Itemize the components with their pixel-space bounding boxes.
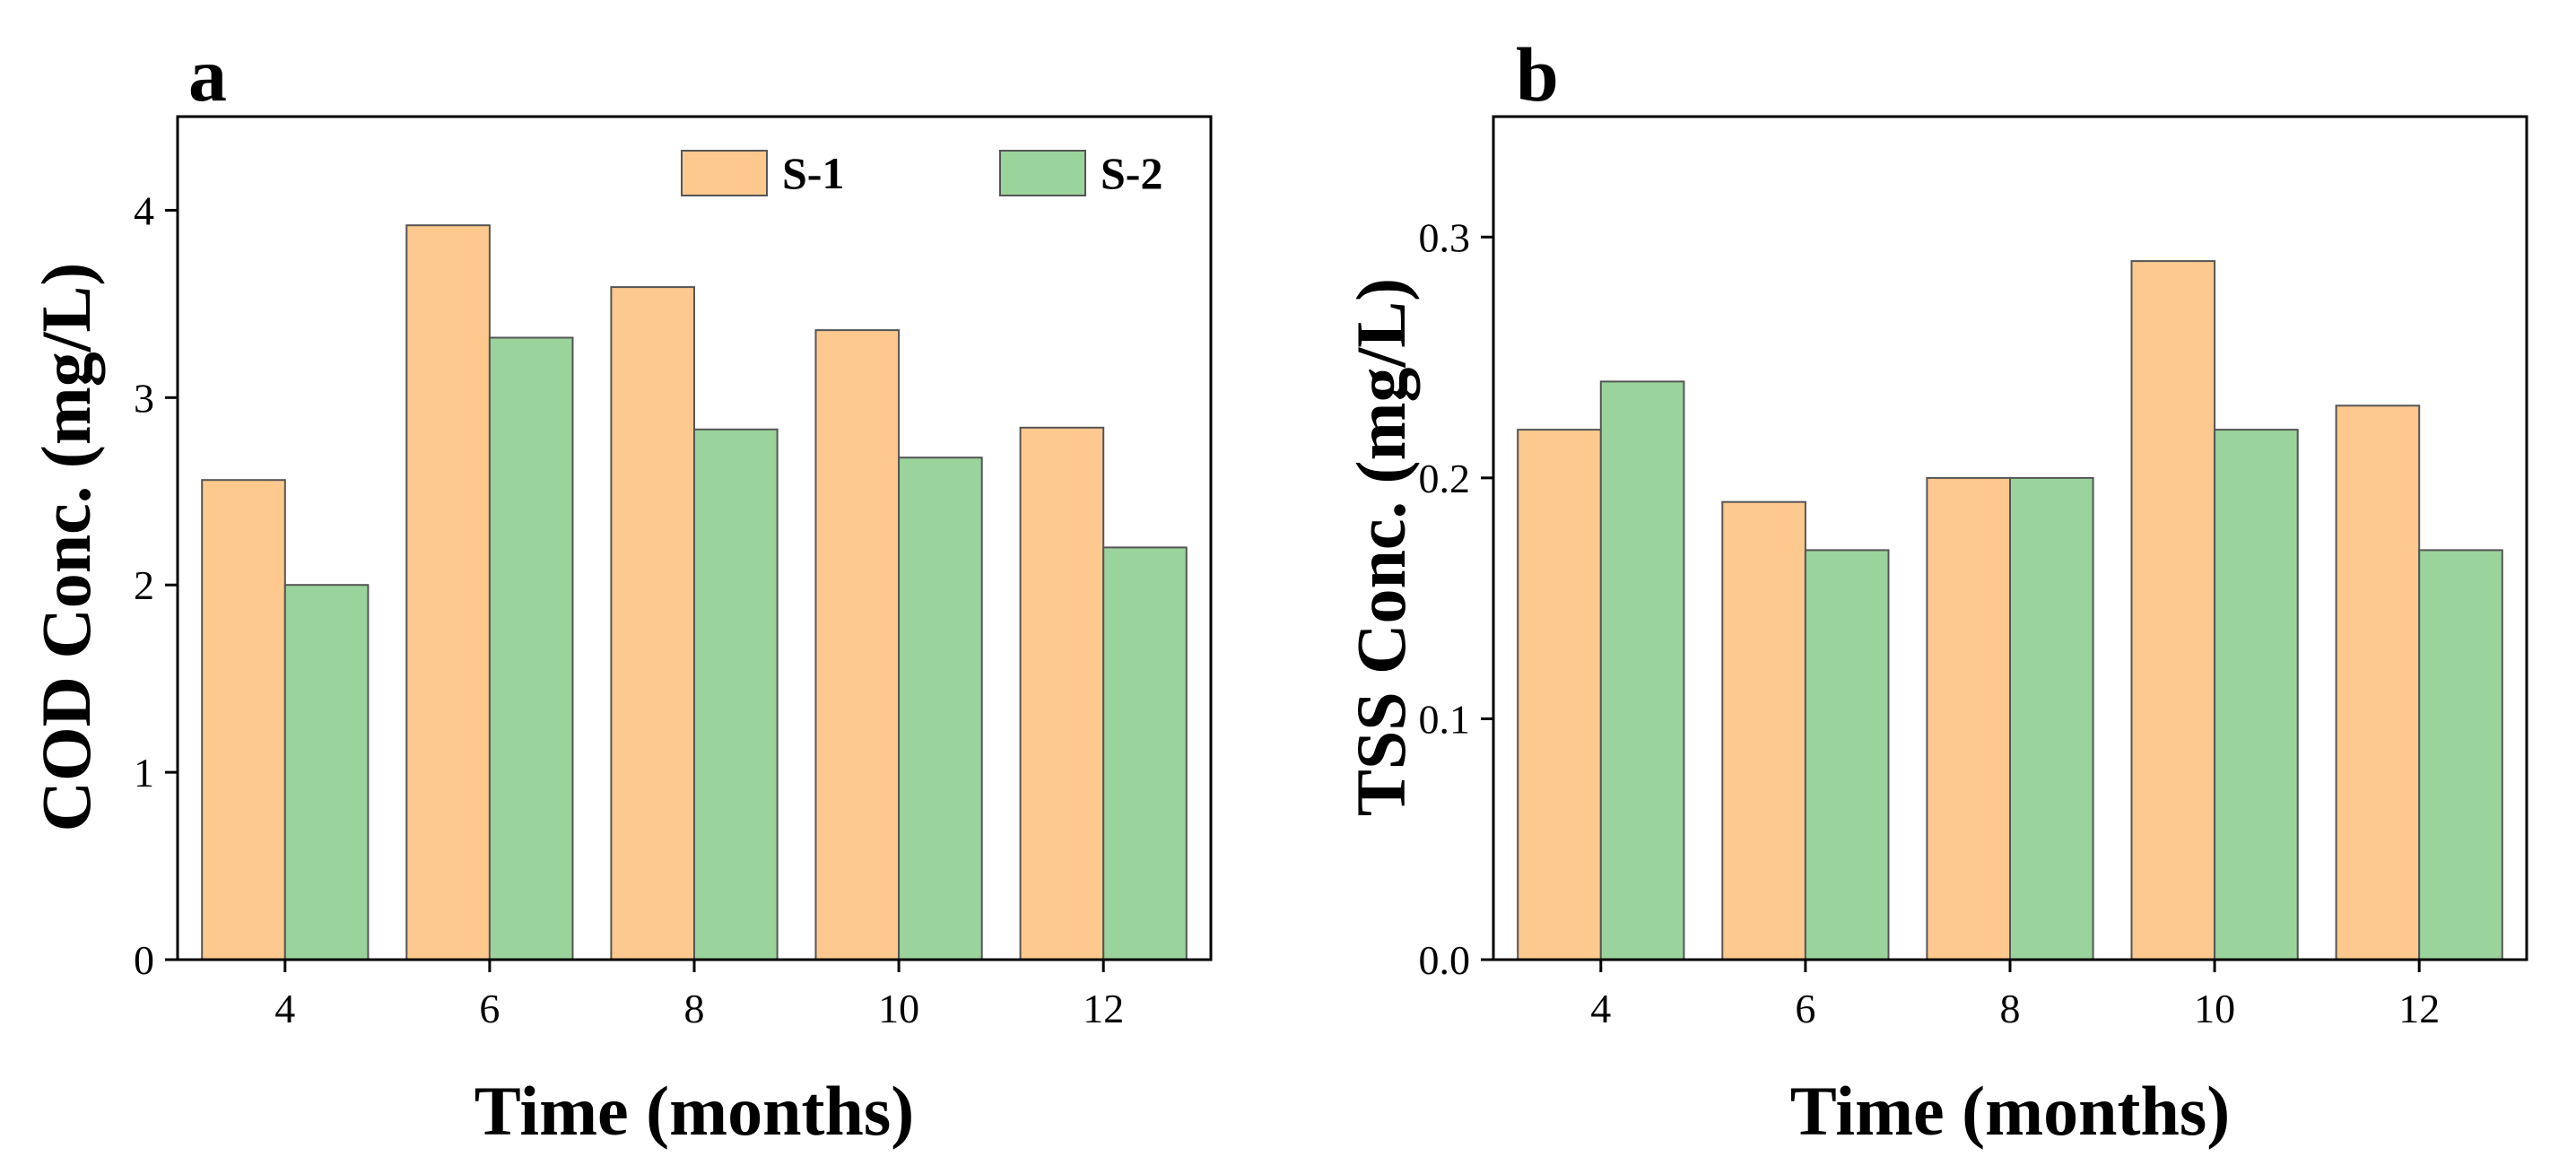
legend-label-s1: S-1 bbox=[782, 148, 844, 198]
panel-a-bar-s-2-8 bbox=[693, 428, 779, 961]
panel-a-xtick-label: 4 bbox=[274, 986, 295, 1031]
panel-a-bar-s-1-6 bbox=[405, 224, 491, 961]
panel-b-ytick-label: 0.3 bbox=[1419, 214, 1471, 260]
panel-b-xtick-label: 12 bbox=[2398, 986, 2440, 1031]
panel-a: a COD Conc. (mg/L) Time (months) 4 6 8 10 12… bbox=[27, 31, 1213, 1150]
panel-a-bar-s-2-4 bbox=[283, 584, 370, 961]
panel-a-legend: S-1 S-2 bbox=[681, 148, 1162, 198]
panel-a-ytick-label: 4 bbox=[134, 187, 154, 233]
panel-a-xtick-label: 10 bbox=[878, 986, 919, 1031]
panel-b-bar-s-2-8 bbox=[2009, 476, 2094, 961]
panel-b-plot: 4 6 8 10 12 0.0 0.1 0.2 0.3 bbox=[1419, 214, 2503, 1031]
panel-a-bar-s-2-10 bbox=[898, 457, 983, 961]
panel-b-ytick-label: 0.1 bbox=[1419, 696, 1471, 742]
panel-b-bar-s-2-6 bbox=[1804, 549, 1890, 961]
panel-b-ytick-label: 0.2 bbox=[1419, 456, 1471, 501]
panel-b-bar-s-1-10 bbox=[2130, 260, 2216, 961]
panel-a-ytick-label: 3 bbox=[134, 375, 154, 421]
panel-b-bar-s-2-4 bbox=[1599, 380, 1685, 961]
panel-b-xtick-label: 4 bbox=[1590, 986, 1611, 1031]
panel-a-xtick-label: 12 bbox=[1083, 986, 1124, 1031]
panel-a-ylabel: COD Conc. (mg/L) bbox=[27, 263, 105, 832]
panel-a-bar-s-2-12 bbox=[1102, 546, 1188, 961]
panel-a-xtick-label: 8 bbox=[684, 986, 705, 1031]
panel-b-bar-s-1-8 bbox=[1926, 476, 2011, 961]
panel-b-xtick-label: 10 bbox=[2194, 986, 2235, 1031]
panel-b: b TSS Conc. (mg/L) Time (months) 4 6 8 10 12… bbox=[1342, 31, 2528, 1150]
panel-a-ytick-label: 1 bbox=[134, 750, 154, 796]
legend-label-s2: S-2 bbox=[1101, 148, 1162, 198]
panel-b-ytick-label: 0.0 bbox=[1419, 937, 1471, 983]
panel-a-frame bbox=[176, 115, 1213, 961]
panel-b-xlabel: Time (months) bbox=[1790, 1072, 2230, 1150]
panel-a-bar-s-2-6 bbox=[488, 336, 574, 961]
panel-b-bar-s-2-12 bbox=[2418, 549, 2503, 961]
panel-a-xtick-label: 6 bbox=[479, 986, 500, 1031]
panel-b-xtick-label: 6 bbox=[1795, 986, 1815, 1031]
panel-b-bar-s-1-6 bbox=[1721, 500, 1806, 961]
legend-swatch-s2 bbox=[999, 150, 1086, 196]
panel-a-label: a bbox=[188, 31, 227, 117]
panel-b-bar-s-1-12 bbox=[2335, 404, 2421, 961]
panel-b-label: b bbox=[1516, 31, 1559, 117]
panel-a-ytick-label: 0 bbox=[134, 937, 154, 983]
panel-a-bar-s-1-4 bbox=[201, 479, 286, 961]
panel-a-ytick-label: 2 bbox=[134, 562, 154, 608]
panel-a-xlabel: Time (months) bbox=[474, 1072, 914, 1150]
panel-b-bar-s-2-10 bbox=[2214, 429, 2299, 961]
panel-b-ylabel: TSS Conc. (mg/L) bbox=[1342, 278, 1420, 816]
panel-b-xtick-label: 8 bbox=[2000, 986, 2021, 1031]
legend-swatch-s1 bbox=[681, 150, 768, 196]
panel-a-bar-s-1-8 bbox=[610, 286, 696, 961]
panel-b-bar-s-1-4 bbox=[1517, 429, 1602, 961]
panel-a-bar-s-1-10 bbox=[814, 329, 901, 961]
panel-b-frame bbox=[1492, 115, 2528, 961]
panel-a-bar-s-1-12 bbox=[1019, 426, 1105, 961]
